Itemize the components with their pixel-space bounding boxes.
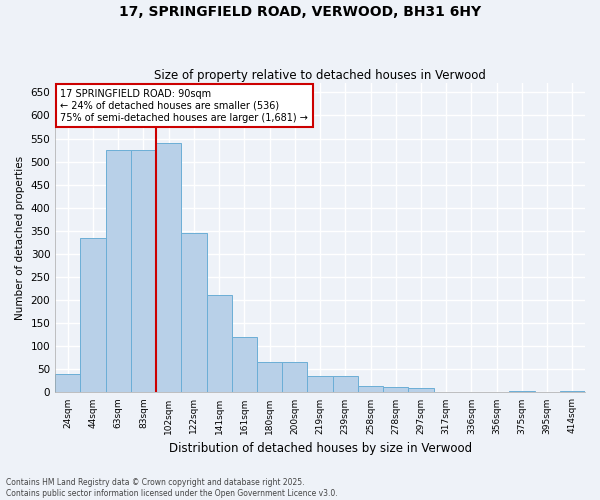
- Text: 17 SPRINGFIELD ROAD: 90sqm
← 24% of detached houses are smaller (536)
75% of sem: 17 SPRINGFIELD ROAD: 90sqm ← 24% of deta…: [61, 90, 308, 122]
- Bar: [282, 362, 307, 392]
- Bar: [80, 238, 106, 392]
- Y-axis label: Number of detached properties: Number of detached properties: [15, 156, 25, 320]
- Bar: [156, 143, 181, 392]
- X-axis label: Distribution of detached houses by size in Verwood: Distribution of detached houses by size …: [169, 442, 472, 455]
- Bar: [55, 374, 80, 392]
- Bar: [560, 391, 585, 392]
- Bar: [232, 337, 257, 392]
- Bar: [181, 233, 206, 392]
- Bar: [131, 150, 156, 392]
- Bar: [332, 376, 358, 392]
- Bar: [257, 362, 282, 392]
- Text: 17, SPRINGFIELD ROAD, VERWOOD, BH31 6HY: 17, SPRINGFIELD ROAD, VERWOOD, BH31 6HY: [119, 5, 481, 19]
- Title: Size of property relative to detached houses in Verwood: Size of property relative to detached ho…: [154, 69, 486, 82]
- Bar: [358, 386, 383, 392]
- Bar: [106, 150, 131, 392]
- Bar: [509, 391, 535, 392]
- Bar: [307, 376, 332, 392]
- Bar: [383, 387, 409, 392]
- Bar: [206, 296, 232, 392]
- Bar: [409, 388, 434, 392]
- Text: Contains HM Land Registry data © Crown copyright and database right 2025.
Contai: Contains HM Land Registry data © Crown c…: [6, 478, 338, 498]
